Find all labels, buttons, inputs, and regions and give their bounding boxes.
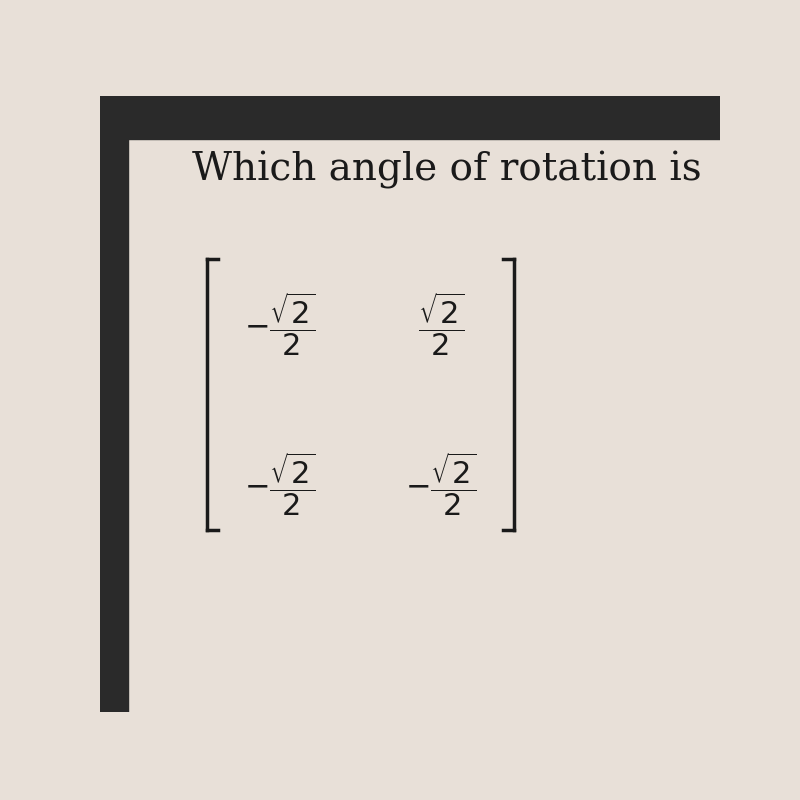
Text: Which angle of rotation is: Which angle of rotation is (192, 151, 702, 189)
Text: $-\dfrac{\sqrt{2}}{2}$: $-\dfrac{\sqrt{2}}{2}$ (244, 290, 316, 358)
Text: $\dfrac{\sqrt{2}}{2}$: $\dfrac{\sqrt{2}}{2}$ (418, 290, 464, 358)
Bar (100, 96, 720, 139)
Text: $-\dfrac{\sqrt{2}}{2}$: $-\dfrac{\sqrt{2}}{2}$ (405, 450, 477, 518)
Bar (100, 96, 128, 712)
Text: $-\dfrac{\sqrt{2}}{2}$: $-\dfrac{\sqrt{2}}{2}$ (244, 450, 316, 518)
